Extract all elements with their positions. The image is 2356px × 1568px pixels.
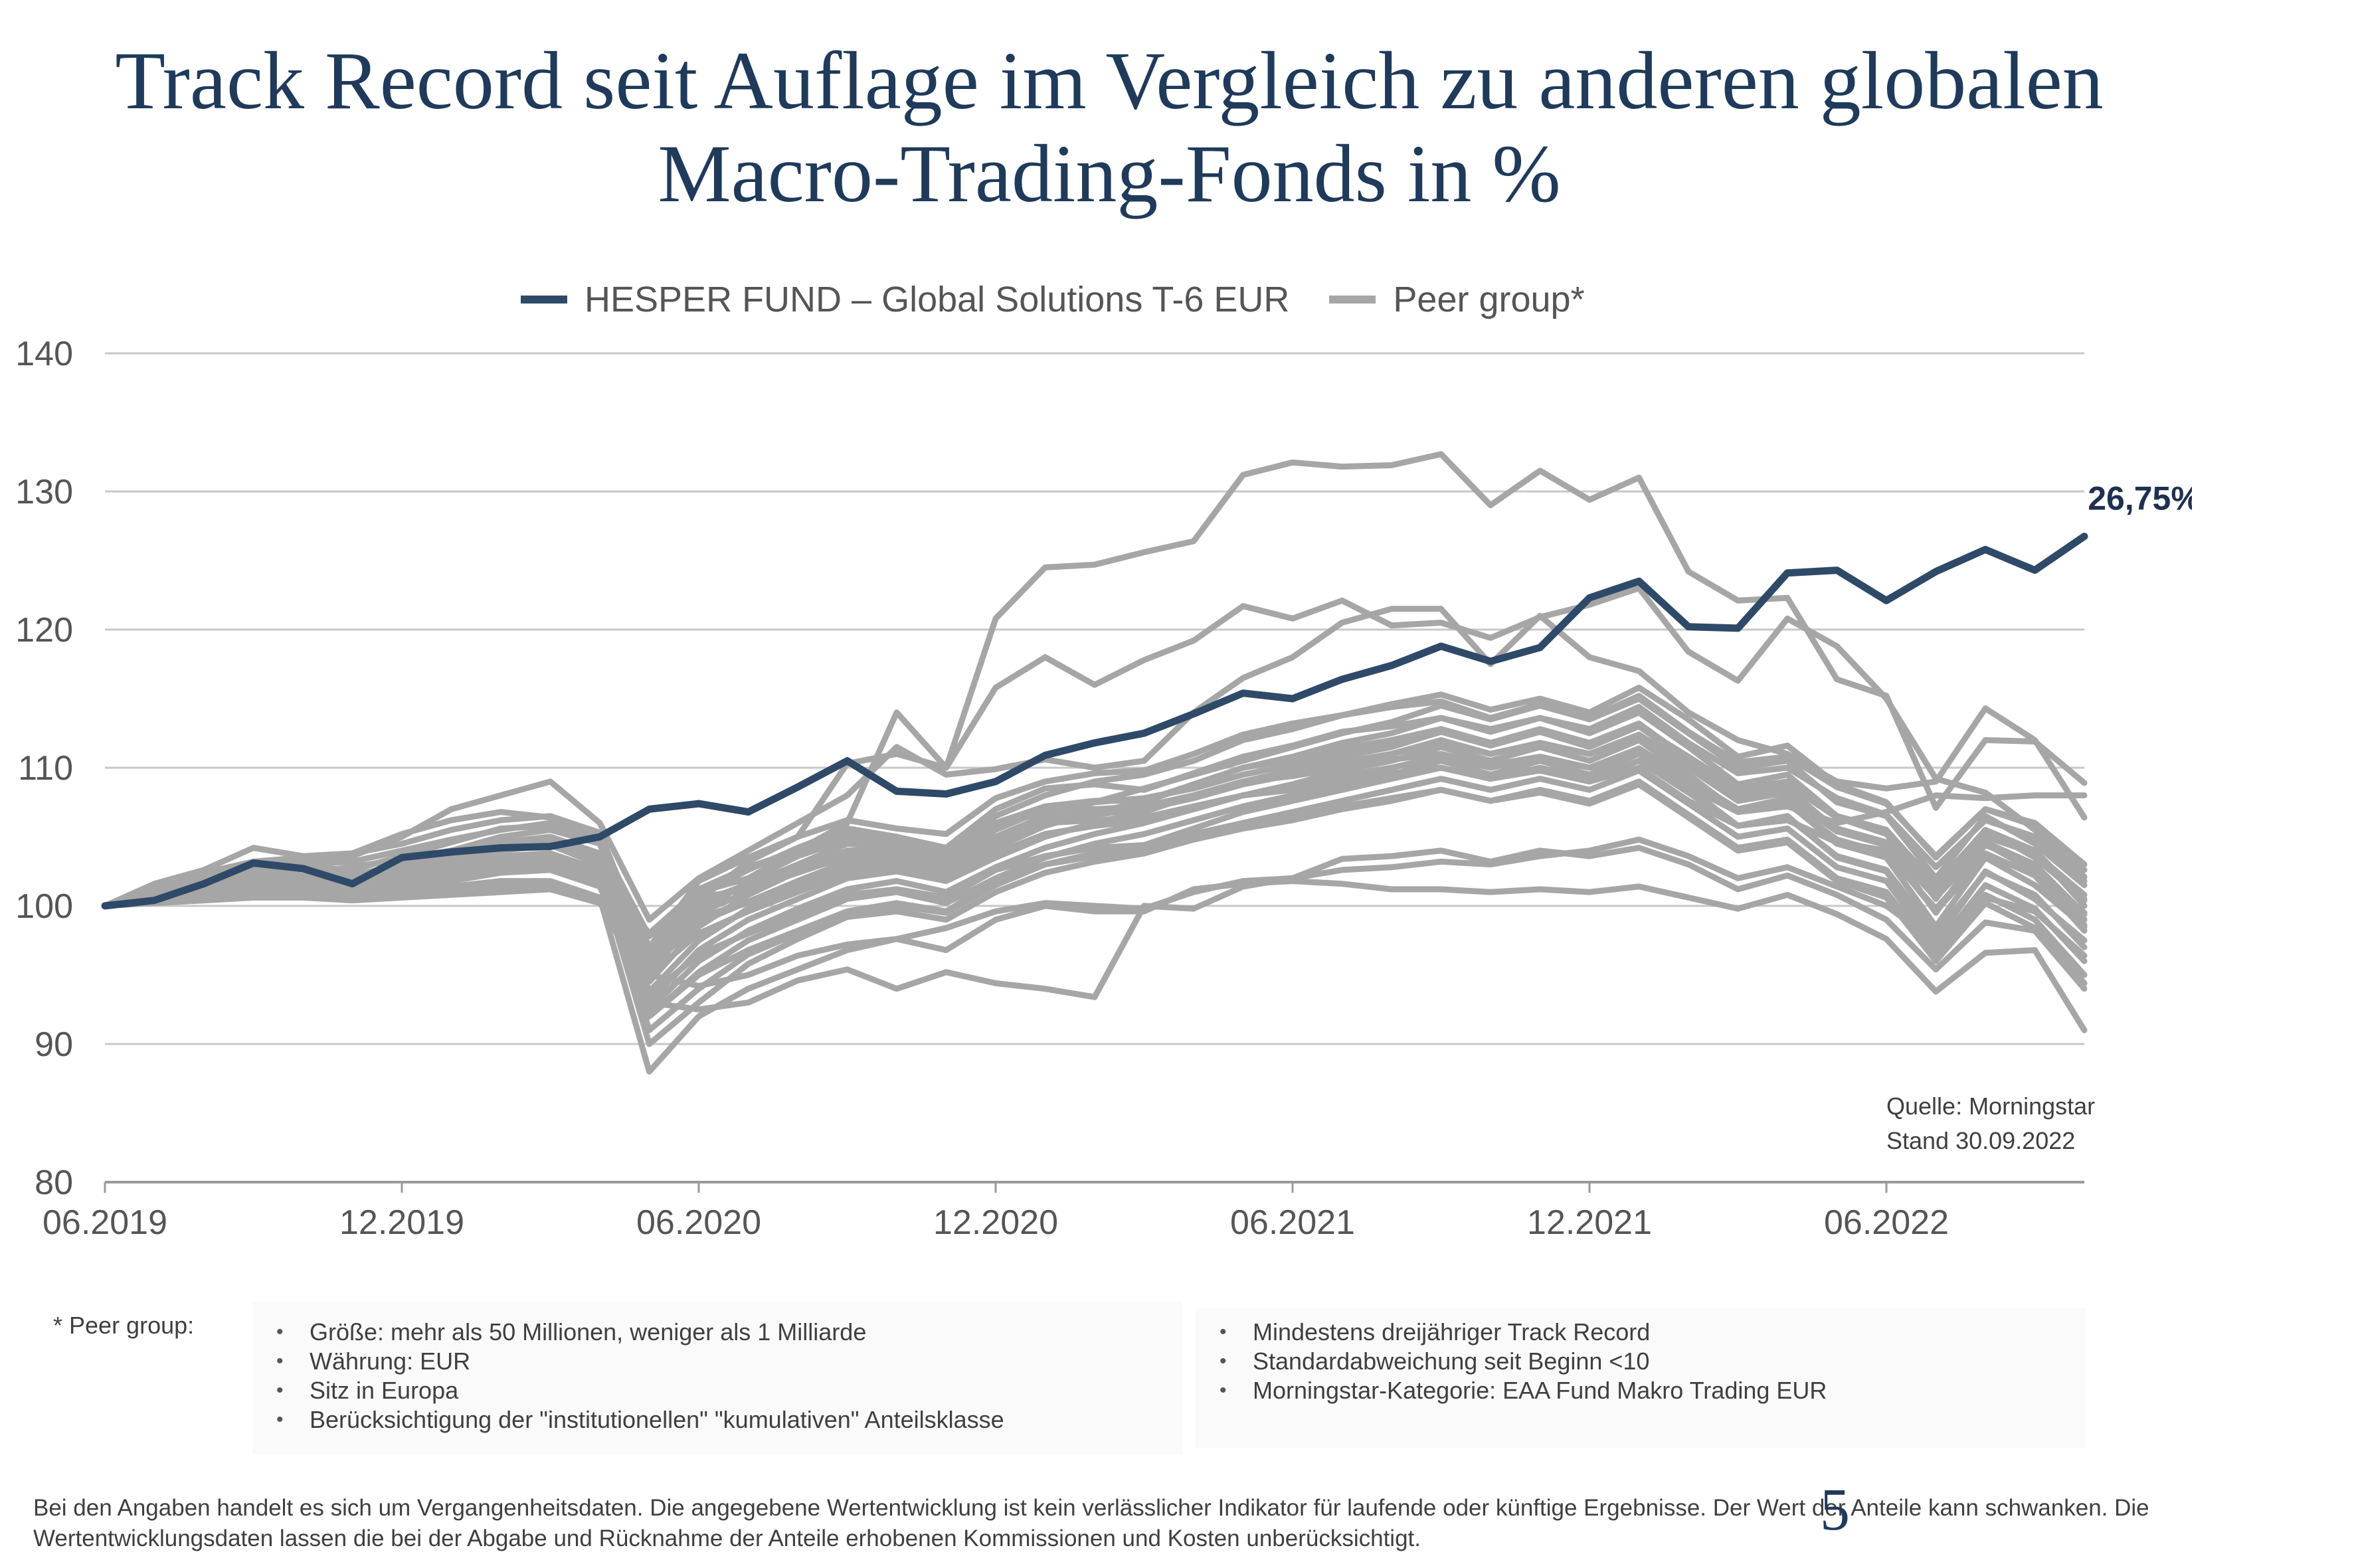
x-tick-label: 12.2020	[933, 1203, 1058, 1242]
x-tick-label: 12.2021	[1527, 1203, 1652, 1242]
x-tick-label: 06.2020	[636, 1203, 761, 1242]
source-line: Quelle: Morningstar	[1886, 1092, 2096, 1120]
legend-swatch-peer	[1329, 296, 1376, 304]
x-tick-label: 06.2019	[43, 1203, 167, 1242]
line-chart: 80 90 100 110 120 130 140 06.2019 12.2019 06.2020…	[15, 335, 2192, 1242]
legend-item-fund[interactable]: HESPER FUND – Global Solutions T-6 EUR	[521, 279, 1289, 320]
page-number: 5	[1820, 1477, 1850, 1543]
criteria-item: Morningstar-Kategorie: EAA Fund Makro Tr…	[1216, 1376, 1827, 1405]
peer-series-line	[102, 693, 2088, 950]
legend-label-fund: HESPER FUND – Global Solutions T-6 EUR	[585, 280, 1290, 319]
x-tick-label: 12.2019	[339, 1203, 464, 1242]
y-tick-label: 140	[15, 335, 73, 373]
stand-date: Stand 30.09.2022	[1886, 1127, 2076, 1154]
y-tick-label: 130	[15, 473, 73, 511]
peer-series-line	[102, 606, 2088, 923]
y-tick-label: 110	[18, 749, 73, 788]
legend-swatch-fund	[521, 296, 567, 304]
peer-series-line	[102, 750, 2088, 937]
peer-series-line	[102, 704, 2088, 940]
criteria-item: Berücksichtigung der "institutionellen" …	[272, 1405, 1004, 1435]
criteria-item: Größe: mehr als 50 Millionen, weniger al…	[272, 1318, 1004, 1347]
y-tick-label: 80	[35, 1164, 73, 1202]
chart-title: Track Record seit Auflage im Vergleich z…	[0, 35, 2219, 220]
criteria-item: Währung: EUR	[272, 1347, 1004, 1376]
disclaimer-text: Bei den Angaben handelt es sich um Verga…	[33, 1495, 2149, 1551]
peer-series-line	[102, 781, 2088, 999]
y-tick-label: 90	[35, 1025, 73, 1064]
criteria-item: Standardabweichung seit Beginn <10	[1216, 1347, 1827, 1376]
peer-series-line	[102, 764, 2088, 950]
legend-label-peer: Peer group*	[1393, 280, 1585, 319]
peer-group-heading: * Peer group:	[53, 1312, 195, 1339]
peer-criteria-list-right: Mindestens dreijähriger Track Record Sta…	[1216, 1318, 1827, 1405]
x-tick-label: 06.2022	[1824, 1203, 1949, 1242]
peer-series-line	[102, 585, 2088, 958]
source-note: Quelle: Morningstar Stand 30.09.2022	[1886, 1089, 2095, 1158]
fund-series-line	[101, 533, 2088, 910]
chart-title-line2: Macro-Trading-Fonds in %	[658, 128, 1561, 219]
end-value-label: 26,75%	[2088, 480, 2192, 517]
peer-series-line	[102, 878, 2088, 1075]
x-tick-label: 06.2021	[1230, 1203, 1355, 1242]
chart-title-line1: Track Record seit Auflage im Vergleich z…	[115, 35, 2104, 126]
y-tick-label: 100	[15, 887, 73, 926]
criteria-item: Sitz in Europa	[272, 1376, 1004, 1405]
criteria-item: Mindestens dreijähriger Track Record	[1216, 1318, 1827, 1347]
legend-item-peer[interactable]: Peer group*	[1329, 279, 1585, 320]
peer-criteria-list-left: Größe: mehr als 50 Millionen, weniger al…	[272, 1318, 1004, 1435]
y-tick-label: 120	[15, 611, 73, 650]
chart-legend: HESPER FUND – Global Solutions T-6 EUR P…	[521, 279, 1625, 320]
peer-series-line	[102, 836, 2088, 990]
